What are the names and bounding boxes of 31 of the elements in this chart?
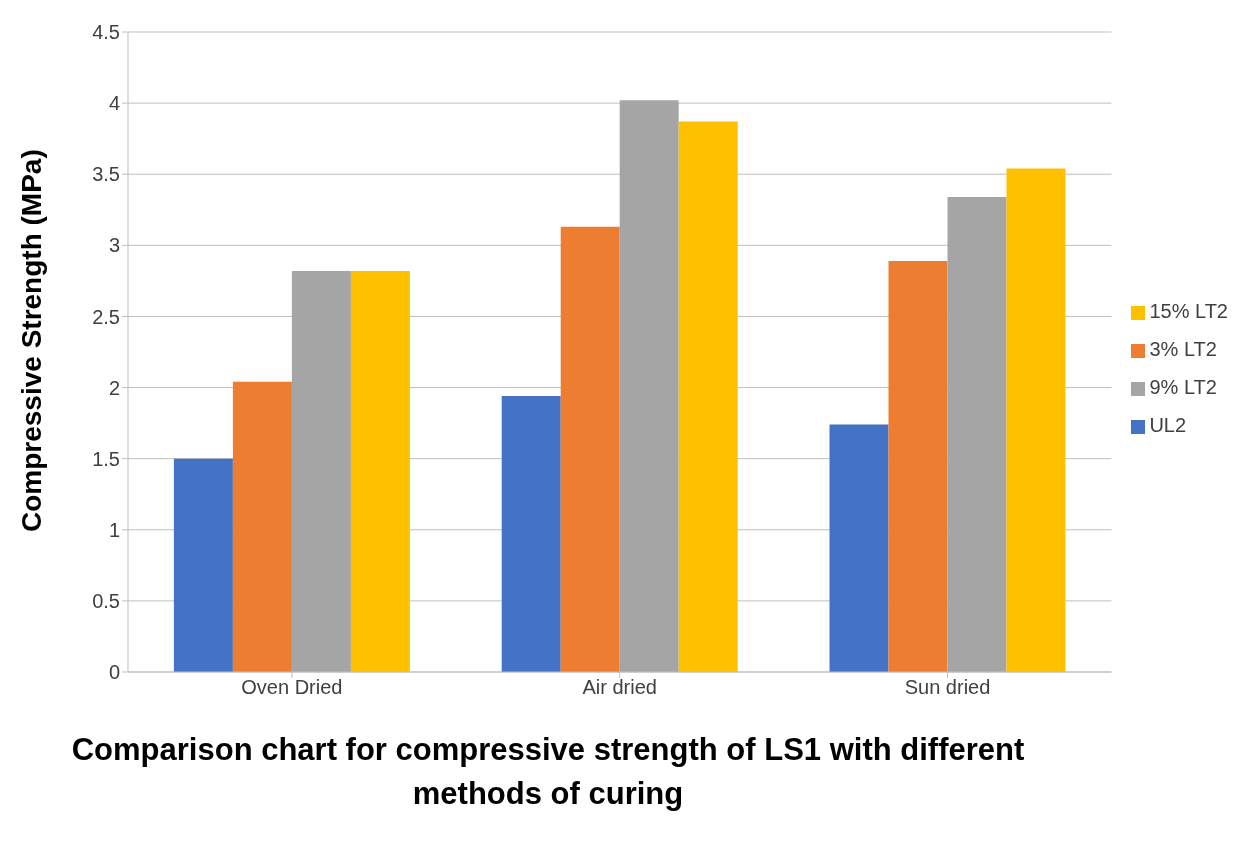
legend-label: 9% LT2 [1149, 376, 1217, 398]
y-tick-label: 3 [108, 234, 120, 257]
bar [232, 381, 292, 672]
bar [350, 270, 410, 672]
y-tick-label: 0 [108, 661, 120, 684]
y-tick-label: 4 [108, 92, 120, 115]
bar [291, 270, 351, 672]
bar [560, 226, 620, 672]
x-tick-label: Oven Dried [241, 676, 343, 699]
x-tick-label: Air dried [582, 676, 657, 699]
bar [947, 196, 1007, 672]
y-tick-label: 3.5 [92, 163, 120, 186]
legend-label: 15% LT2 [1149, 300, 1228, 322]
bar [619, 100, 679, 672]
bar [1006, 168, 1066, 672]
y-tick-label: 1.5 [92, 447, 120, 470]
y-tick-label: 0.5 [92, 589, 120, 612]
y-axis-title: Compressive Strength (MPa) [15, 149, 47, 532]
legend-label: UL2 [1149, 414, 1187, 436]
bar [678, 121, 738, 672]
y-tick-label: 2.5 [92, 305, 120, 328]
y-tick-label: 2 [108, 376, 120, 399]
bar [888, 260, 948, 672]
x-tick-label: Sun dried [904, 676, 991, 699]
bar [829, 424, 889, 672]
y-tick-label: 1 [108, 518, 120, 541]
bar [173, 458, 233, 672]
bar [501, 396, 561, 672]
legend-label: 3% LT2 [1149, 338, 1217, 360]
y-tick-label: 4.5 [92, 21, 120, 44]
x-axis-title: Comparison chart for compressive strength of LS1 with different methods of curing [70, 731, 1026, 813]
